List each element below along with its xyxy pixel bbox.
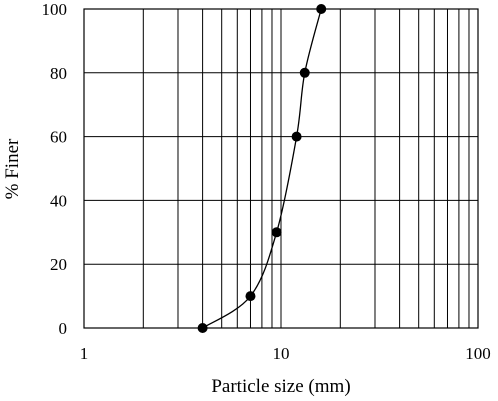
data-point bbox=[271, 227, 282, 238]
grid bbox=[84, 8, 478, 328]
series-points bbox=[197, 4, 327, 333]
data-point bbox=[299, 67, 310, 78]
axes bbox=[83, 8, 479, 329]
tick-labels: 1 10 100 0 20 40 60 80 100 bbox=[42, 0, 491, 363]
plot-frame bbox=[83, 8, 479, 329]
data-point bbox=[245, 291, 256, 302]
y-tick-label: 100 bbox=[42, 0, 68, 19]
y-tick-label: 60 bbox=[50, 128, 67, 147]
y-tick-label: 80 bbox=[50, 64, 67, 83]
x-tick-label: 10 bbox=[273, 344, 290, 363]
y-axis-title: % Finer bbox=[2, 138, 23, 199]
y-tick-label: 40 bbox=[50, 191, 67, 210]
data-point bbox=[197, 323, 208, 333]
y-tick-label: 20 bbox=[50, 255, 67, 274]
x-tick-label: 100 bbox=[465, 344, 491, 363]
x-axis-title: Particle size (mm) bbox=[211, 376, 350, 397]
data-point bbox=[316, 4, 327, 14]
data-point bbox=[291, 131, 302, 142]
y-tick-label: 0 bbox=[59, 319, 68, 338]
x-tick-label: 1 bbox=[80, 344, 89, 363]
